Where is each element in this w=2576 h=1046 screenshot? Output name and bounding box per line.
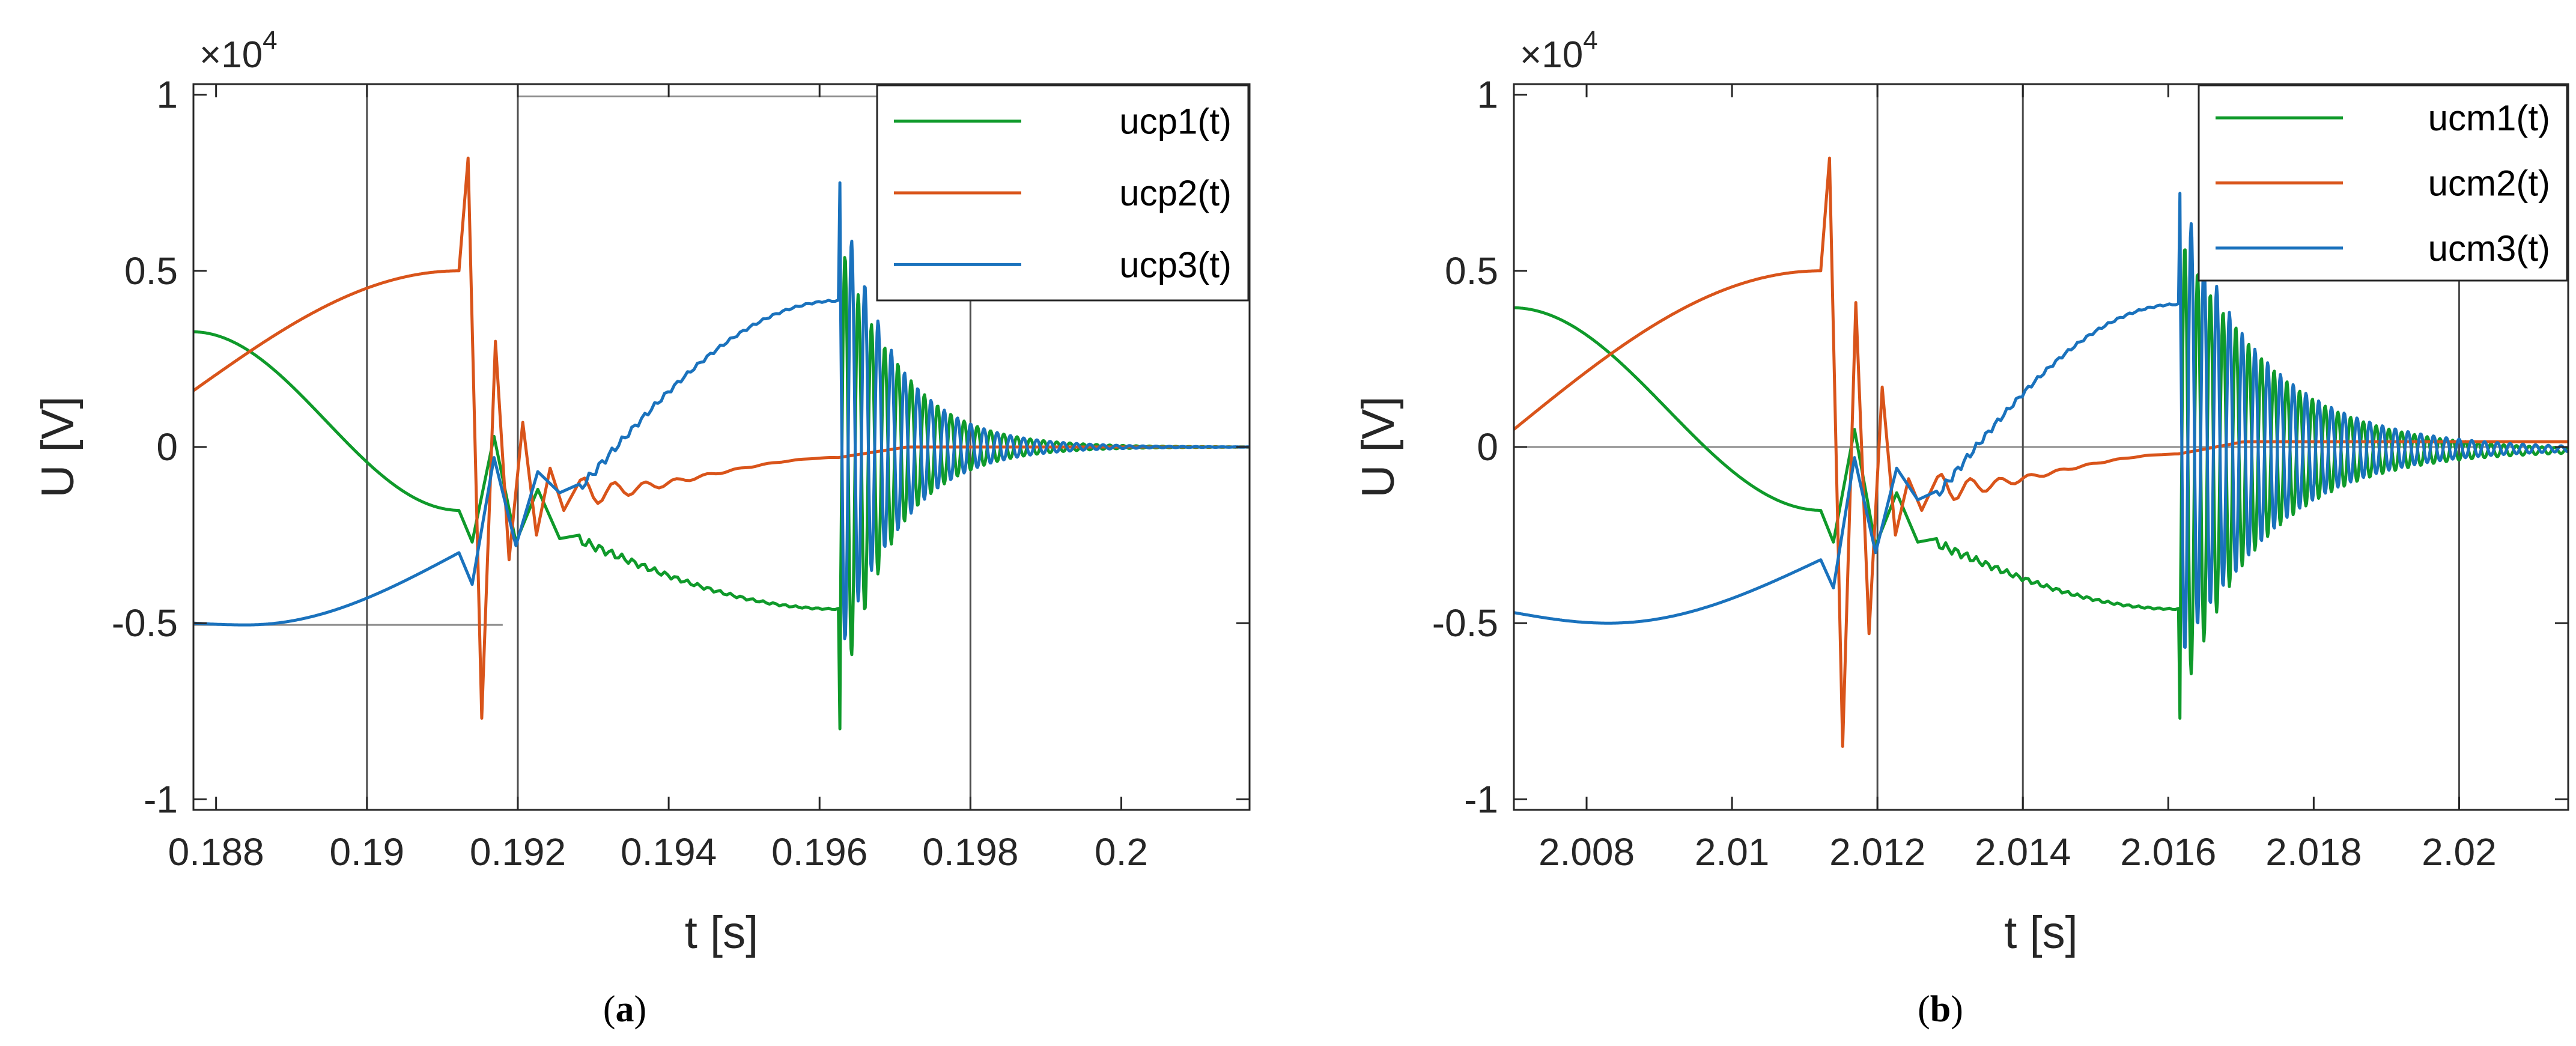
legend-label: ucp2(t): [1119, 173, 1232, 213]
series-line-3: [1514, 192, 2568, 649]
caption-open: (: [1918, 989, 1930, 1030]
legend: ucm1(t) ucm2(t) ucm3(t): [2198, 84, 2568, 282]
y-axis-label: U [V]: [1353, 397, 1404, 498]
x-tick-label: 0.188: [168, 830, 264, 874]
y-exponent-label: ×104: [1520, 26, 1598, 76]
legend-label: ucp3(t): [1119, 245, 1232, 285]
series-line-1: [1514, 248, 2568, 720]
x-tick-label: 0.196: [771, 830, 867, 874]
caption-letter: a: [616, 989, 634, 1030]
x-tick-label: 0.194: [621, 830, 717, 874]
legend-label: ucm2(t): [2428, 163, 2550, 204]
caption-open: (: [603, 989, 616, 1030]
y-tick-label: 0.5: [1445, 249, 1498, 293]
series-line-2: [1514, 156, 2568, 748]
x-axis-label: t [s]: [2004, 907, 2077, 958]
y-tick-label: 1: [156, 73, 178, 117]
chart-panel-b: 2.008 2.01 2.012 2.014 2.016 2.018 2.02 -1 -0.5 0…: [1353, 26, 2569, 1030]
series-line-1: [193, 256, 1250, 731]
x-tick-label: 2.018: [2265, 830, 2362, 874]
legend-label: ucp1(t): [1119, 102, 1232, 142]
caption-letter: b: [1930, 989, 1951, 1030]
y-tick-label: -1: [144, 777, 178, 821]
legend: ucp1(t) ucp2(t) ucp3(t): [876, 84, 1250, 302]
y-tick-label: 0.5: [124, 249, 178, 293]
x-tick-label: 2.01: [1695, 830, 1770, 874]
x-tick-label: 2.016: [2120, 830, 2216, 874]
y-tick-label: -1: [1464, 777, 1498, 821]
y-tick-label: 0: [1477, 425, 1498, 469]
y-exponent-power: 4: [1583, 26, 1597, 55]
caption-close: ): [634, 989, 647, 1030]
panel-caption: (a): [603, 989, 646, 1030]
y-exponent-base: ×10: [1520, 34, 1583, 76]
x-tick-label: 2.02: [2422, 830, 2497, 874]
caption-close: ): [1951, 989, 1963, 1030]
x-tick-label: 0.192: [470, 830, 566, 874]
x-axis-label: t [s]: [685, 907, 758, 958]
chart-panel-a: 0.188 0.19 0.192 0.194 0.196 0.198 0.2 -1 -0.5 0 0…: [32, 26, 1251, 1030]
y-exponent-label: ×104: [199, 26, 278, 76]
legend-label: ucm3(t): [2428, 228, 2550, 269]
y-tick-label: 0: [156, 425, 178, 469]
legend-label: ucm1(t): [2428, 98, 2550, 138]
x-tick-label: 2.012: [1829, 830, 1925, 874]
x-tick-label: 0.19: [330, 830, 405, 874]
y-exponent-power: 4: [263, 26, 277, 55]
y-axis-label: U [V]: [32, 397, 84, 498]
y-tick-label: 1: [1477, 73, 1498, 117]
y-exponent-base: ×10: [199, 34, 263, 76]
x-tick-label: 0.198: [922, 830, 1018, 874]
series-line-3: [193, 181, 1250, 640]
x-tick-label: 2.014: [1975, 830, 2071, 874]
x-tick-label: 0.2: [1095, 830, 1148, 874]
y-tick-label: -0.5: [1432, 601, 1498, 645]
x-tick-label: 2.008: [1539, 830, 1635, 874]
y-tick-label: -0.5: [112, 601, 178, 645]
panel-caption: (b): [1918, 989, 1963, 1030]
